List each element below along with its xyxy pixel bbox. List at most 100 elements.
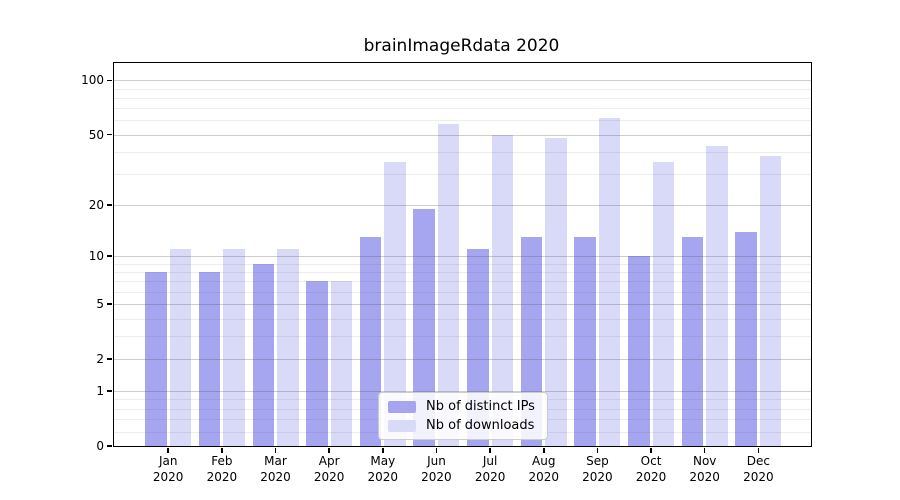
major-gridline (114, 256, 811, 257)
legend-row-downloads: Nb of downloads (388, 418, 535, 433)
minor-gridline (114, 336, 811, 338)
y-tick-label: 2 (96, 351, 104, 366)
bar-downloads-jun (437, 124, 460, 446)
bar-downloads-jul (491, 134, 514, 446)
minor-gridline (114, 281, 811, 283)
legend-label-distinct-ips: Nb of distinct IPs (426, 399, 535, 414)
y-tick-mark (107, 133, 112, 136)
x-tick-label: Nov 2020 (678, 453, 732, 485)
bar-distinct-ips-feb (198, 271, 221, 446)
bar-distinct-ips-apr (306, 281, 328, 446)
x-tick-year: 2020 (743, 470, 774, 484)
x-tick-label: May 2020 (356, 453, 410, 485)
y-tick-label: 50 (88, 127, 104, 142)
minor-gridline (114, 108, 811, 110)
x-tick-mark (543, 448, 545, 453)
x-tick-label: Jul 2020 (463, 453, 517, 485)
x-tick-year: 2020 (152, 470, 184, 484)
x-tick-year: 2020 (313, 470, 345, 484)
x-tick-year: 2020 (260, 470, 291, 484)
legend-swatch-distinct-ips (388, 400, 416, 413)
x-tick-mark (757, 448, 760, 453)
y-tick-mark (107, 303, 112, 305)
x-tick-mark (650, 448, 652, 453)
major-gridline (114, 134, 811, 136)
bar-downloads-oct (652, 162, 675, 446)
x-tick-year: 2020 (474, 470, 506, 484)
bar-downloads-feb (223, 249, 245, 446)
y-tick-mark (107, 79, 112, 82)
bar-distinct-ips-jan (145, 271, 167, 446)
x-tick-label: Mar 2020 (249, 453, 303, 485)
y-tick-label: 1 (96, 384, 104, 399)
bar-downloads-may (384, 162, 406, 446)
x-tick-label: Jun 2020 (409, 453, 463, 485)
x-tick-year: 2020 (689, 470, 720, 484)
minor-gridline (114, 151, 811, 153)
x-tick-label: Dec 2020 (731, 453, 785, 485)
y-tick-label: 20 (88, 197, 104, 212)
bar-downloads-apr (330, 281, 353, 446)
x-tick-label: Sep 2020 (570, 453, 624, 485)
major-gridline (114, 304, 811, 306)
bar-distinct-ips-sep (574, 236, 596, 446)
plot-area: Nb of distinct IPs Nb of downloads Jan 20… (81, 62, 812, 484)
bar-distinct-ips-mar (252, 263, 274, 446)
major-gridline (114, 204, 811, 206)
x-tick-mark (274, 448, 277, 453)
minor-gridline (114, 271, 811, 273)
minor-gridline (114, 120, 811, 122)
bar-distinct-ips-oct (628, 256, 650, 446)
x-tick-mark (489, 448, 491, 453)
y-tick-mark (107, 255, 112, 257)
x-tick-mark (382, 448, 384, 453)
x-tick-mark (596, 448, 599, 453)
legend-label-downloads: Nb of downloads (426, 418, 535, 433)
x-tick-year: 2020 (582, 470, 613, 484)
bar-distinct-ips-dec (735, 231, 757, 446)
minor-gridline (114, 291, 811, 293)
bar-downloads-aug (545, 137, 567, 446)
minor-gridline (114, 88, 811, 90)
x-tick-mark (703, 448, 706, 453)
y-tick-mark (107, 358, 112, 360)
y-tick-label: 0 (96, 439, 104, 453)
x-tick-mark (328, 448, 330, 453)
y-tick-label: 100 (81, 73, 104, 88)
chart-title: brainImageRdata 2020 (363, 36, 560, 56)
x-tick-label: Feb 2020 (195, 453, 249, 485)
major-gridline (114, 391, 811, 393)
y-tick-mark (107, 390, 112, 392)
x-tick-year: 2020 (635, 470, 667, 484)
x-tick-label: Oct 2020 (624, 453, 678, 485)
minor-gridline (114, 97, 811, 99)
bar-downloads-jan (169, 249, 192, 446)
bar-downloads-mar (277, 249, 299, 446)
bar-downloads-nov (706, 146, 728, 446)
legend-row-distinct-ips: Nb of distinct IPs (388, 399, 535, 414)
x-tick-label: Apr 2020 (302, 453, 356, 485)
minor-gridline (114, 263, 811, 265)
legend: Nb of distinct IPs Nb of downloads (378, 392, 548, 440)
x-tick-year: 2020 (206, 470, 238, 484)
y-tick-mark (107, 445, 112, 447)
x-tick-mark (221, 448, 223, 453)
x-tick-year: 2020 (528, 470, 560, 484)
legend-swatch-downloads (388, 419, 416, 432)
x-tick-year: 2020 (421, 470, 452, 484)
x-tick-mark (167, 448, 169, 453)
x-tick-label: Aug 2020 (517, 453, 571, 485)
bar-downloads-dec (759, 155, 782, 446)
x-tick-year: 2020 (367, 470, 399, 484)
x-tick-label: Jan 2020 (141, 453, 195, 485)
y-tick-label: 10 (88, 249, 104, 264)
bar-downloads-sep (598, 117, 621, 446)
y-tick-mark (107, 204, 112, 206)
y-tick-label: 5 (96, 297, 104, 312)
bar-distinct-ips-may (359, 236, 382, 446)
bar-distinct-ips-jun (413, 208, 435, 446)
minor-gridline (114, 318, 811, 320)
bar-distinct-ips-nov (681, 236, 704, 446)
major-gridline (114, 359, 811, 360)
